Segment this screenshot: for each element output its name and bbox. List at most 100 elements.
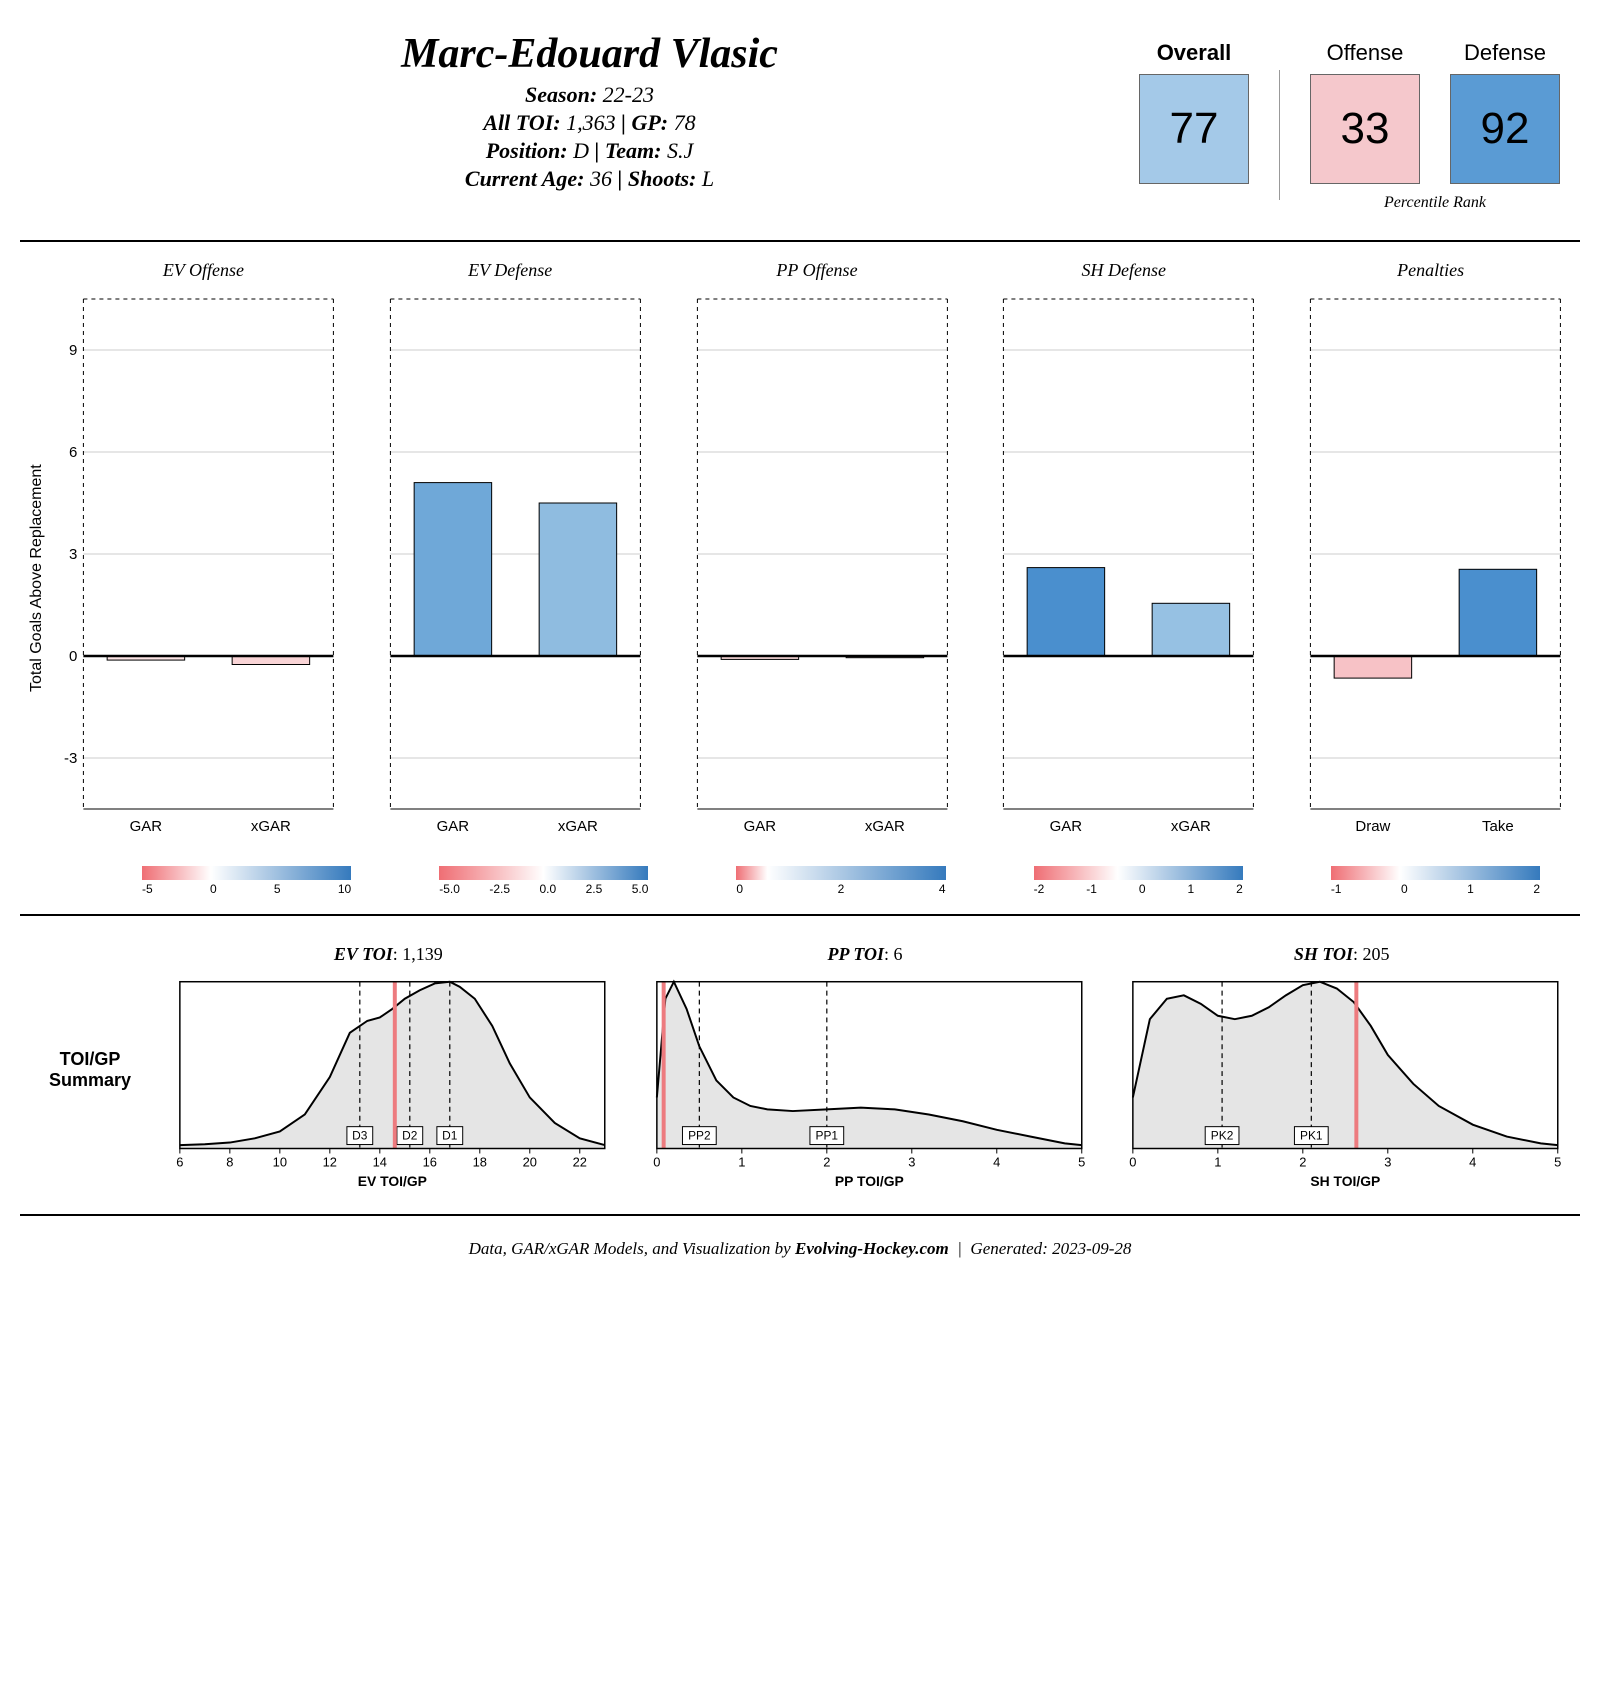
svg-text:GAR: GAR [436, 818, 469, 835]
svg-text:14: 14 [373, 1154, 387, 1169]
bar-panel: EV Offense GAR xGAR -3 0 3 6 9 [54, 260, 353, 854]
svg-text:Draw: Draw [1356, 818, 1391, 835]
svg-text:6: 6 [176, 1154, 183, 1169]
percentile-ranks: Overall 77 Offense 33 Defense 92 Percent… [1139, 30, 1560, 212]
svg-text:1: 1 [738, 1154, 745, 1169]
svg-text:1: 1 [1215, 1154, 1222, 1169]
header: Marc-Edouard Vlasic Season: 22-23 All TO… [20, 20, 1580, 232]
toi-panel-title: EV TOI: 1,139 [160, 944, 617, 965]
gradient-legend: -50510 [102, 866, 391, 896]
bar-panel: PP Offense GAR xGAR [668, 260, 967, 854]
gradient-legend: -1012 [1291, 866, 1580, 896]
svg-text:8: 8 [226, 1154, 233, 1169]
panel-title: PP Offense [668, 260, 967, 281]
toi-panels: EV TOI: 1,139D3D2D16810121416182022EV TO… [160, 944, 1570, 1196]
density-chart: PP2 PP1 0 1 2 3 4 5 PP TOI/GP [637, 971, 1094, 1191]
rank-offense-box: 33 [1310, 74, 1420, 184]
toi-panel: SH TOI: 205 PK2 PK1 0 1 2 3 4 5 SH TOI/GP [1113, 944, 1570, 1196]
rank-overall-box: 77 [1139, 74, 1249, 184]
svg-text:20: 20 [523, 1154, 537, 1169]
bar-chart: GAR xGAR [974, 289, 1273, 849]
svg-text:PP1: PP1 [815, 1129, 838, 1143]
panel-title: Penalties [1281, 260, 1580, 281]
svg-text:2: 2 [823, 1154, 830, 1169]
player-toi-gp: All TOI: 1,363 | GP: 78 [40, 110, 1139, 136]
rank-offense: Offense 33 [1310, 40, 1420, 184]
svg-text:4: 4 [1470, 1154, 1477, 1169]
svg-text:16: 16 [423, 1154, 437, 1169]
y-axis-label: Total Goals Above Replacement [20, 260, 54, 896]
player-pos-team: Position: D | Team: S.J [40, 138, 1139, 164]
bar-panel: SH Defense GAR xGAR [974, 260, 1273, 854]
panel-title: EV Defense [361, 260, 660, 281]
bar-panel: EV Defense GAR xGAR [361, 260, 660, 854]
player-age-shoots: Current Age: 36 | Shoots: L [40, 166, 1139, 192]
bar-chart: DrawTake [1281, 289, 1580, 849]
svg-text:D2: D2 [402, 1129, 418, 1143]
svg-text:18: 18 [473, 1154, 487, 1169]
toi-panel: EV TOI: 1,139 D3 D2 D1 6 8 10 12 14 16 18 20 22 EV TO… [160, 944, 617, 1196]
bar-chart: GAR xGAR -3 0 3 6 9 [54, 289, 353, 849]
player-season: Season: 22-23 [40, 82, 1139, 108]
density-chart: PK2 PK1 0 1 2 3 4 5 SH TOI/GP [1113, 971, 1570, 1191]
svg-text:GAR: GAR [130, 818, 163, 835]
rank-divider [1279, 70, 1280, 200]
bar-chart: GAR xGAR [668, 289, 967, 849]
divider [20, 1214, 1580, 1216]
svg-text:10: 10 [273, 1154, 287, 1169]
bar-panel: Penalties DrawTake [1281, 260, 1580, 854]
divider [20, 914, 1580, 916]
toi-section: TOI/GP Summary EV TOI: 1,139D3D2D1681012… [20, 924, 1580, 1206]
bar-panels: EV Offense GAR xGAR -3 0 3 6 9 EV Defense GAR xGAR… [54, 260, 1580, 854]
player-name: Marc-Edouard Vlasic [40, 30, 1139, 78]
svg-text:xGAR: xGAR [864, 818, 904, 835]
density-chart: D3 D2 D1 6 8 10 12 14 16 18 20 22 EV TOI/GP [160, 971, 617, 1191]
svg-text:D1: D1 [442, 1129, 458, 1143]
gradient-legends: -50510 -5.0-2.50.02.55.0 024 -2-1012 -10… [54, 866, 1580, 896]
svg-text:0: 0 [69, 648, 77, 665]
rank-defense: Defense 92 [1450, 40, 1560, 184]
svg-text:GAR: GAR [1050, 818, 1083, 835]
svg-text:6: 6 [69, 444, 77, 461]
toi-panel-title: PP TOI: 6 [637, 944, 1094, 965]
svg-text:-3: -3 [64, 750, 77, 767]
svg-text:SH TOI/GP: SH TOI/GP [1311, 1173, 1381, 1189]
svg-text:0: 0 [1130, 1154, 1137, 1169]
svg-text:3: 3 [908, 1154, 915, 1169]
svg-text:4: 4 [993, 1154, 1000, 1169]
rank-sublabel: Percentile Rank [1310, 194, 1560, 212]
svg-text:EV TOI/GP: EV TOI/GP [358, 1173, 427, 1189]
rank-defense-box: 92 [1450, 74, 1560, 184]
svg-text:PP2: PP2 [688, 1129, 711, 1143]
svg-text:5: 5 [1555, 1154, 1562, 1169]
svg-text:9: 9 [69, 342, 77, 359]
gradient-legend: 024 [696, 866, 985, 896]
svg-text:PP TOI/GP: PP TOI/GP [835, 1173, 904, 1189]
toi-panel: PP TOI: 6 PP2 PP1 0 1 2 3 4 5 PP TOI/GP [637, 944, 1094, 1196]
svg-text:D3: D3 [352, 1129, 368, 1143]
divider [20, 240, 1580, 242]
svg-text:0: 0 [653, 1154, 660, 1169]
footer: Data, GAR/xGAR Models, and Visualization… [20, 1224, 1580, 1274]
svg-text:xGAR: xGAR [251, 818, 291, 835]
svg-text:3: 3 [1385, 1154, 1392, 1169]
svg-text:xGAR: xGAR [558, 818, 598, 835]
svg-text:5: 5 [1078, 1154, 1085, 1169]
bar-chart: GAR xGAR [361, 289, 660, 849]
bar-chart-section: Total Goals Above Replacement EV Offense… [20, 250, 1580, 906]
gradient-legend: -2-1012 [994, 866, 1283, 896]
svg-text:PK1: PK1 [1300, 1129, 1323, 1143]
toi-section-label: TOI/GP Summary [30, 944, 150, 1196]
player-info: Marc-Edouard Vlasic Season: 22-23 All TO… [40, 30, 1139, 194]
gradient-legend: -5.0-2.50.02.55.0 [399, 866, 688, 896]
svg-text:PK2: PK2 [1211, 1129, 1234, 1143]
svg-text:22: 22 [573, 1154, 587, 1169]
svg-text:2: 2 [1300, 1154, 1307, 1169]
svg-text:3: 3 [69, 546, 77, 563]
panel-title: EV Offense [54, 260, 353, 281]
svg-text:xGAR: xGAR [1171, 818, 1211, 835]
svg-text:GAR: GAR [743, 818, 776, 835]
svg-text:12: 12 [323, 1154, 337, 1169]
panel-title: SH Defense [974, 260, 1273, 281]
toi-panel-title: SH TOI: 205 [1113, 944, 1570, 965]
